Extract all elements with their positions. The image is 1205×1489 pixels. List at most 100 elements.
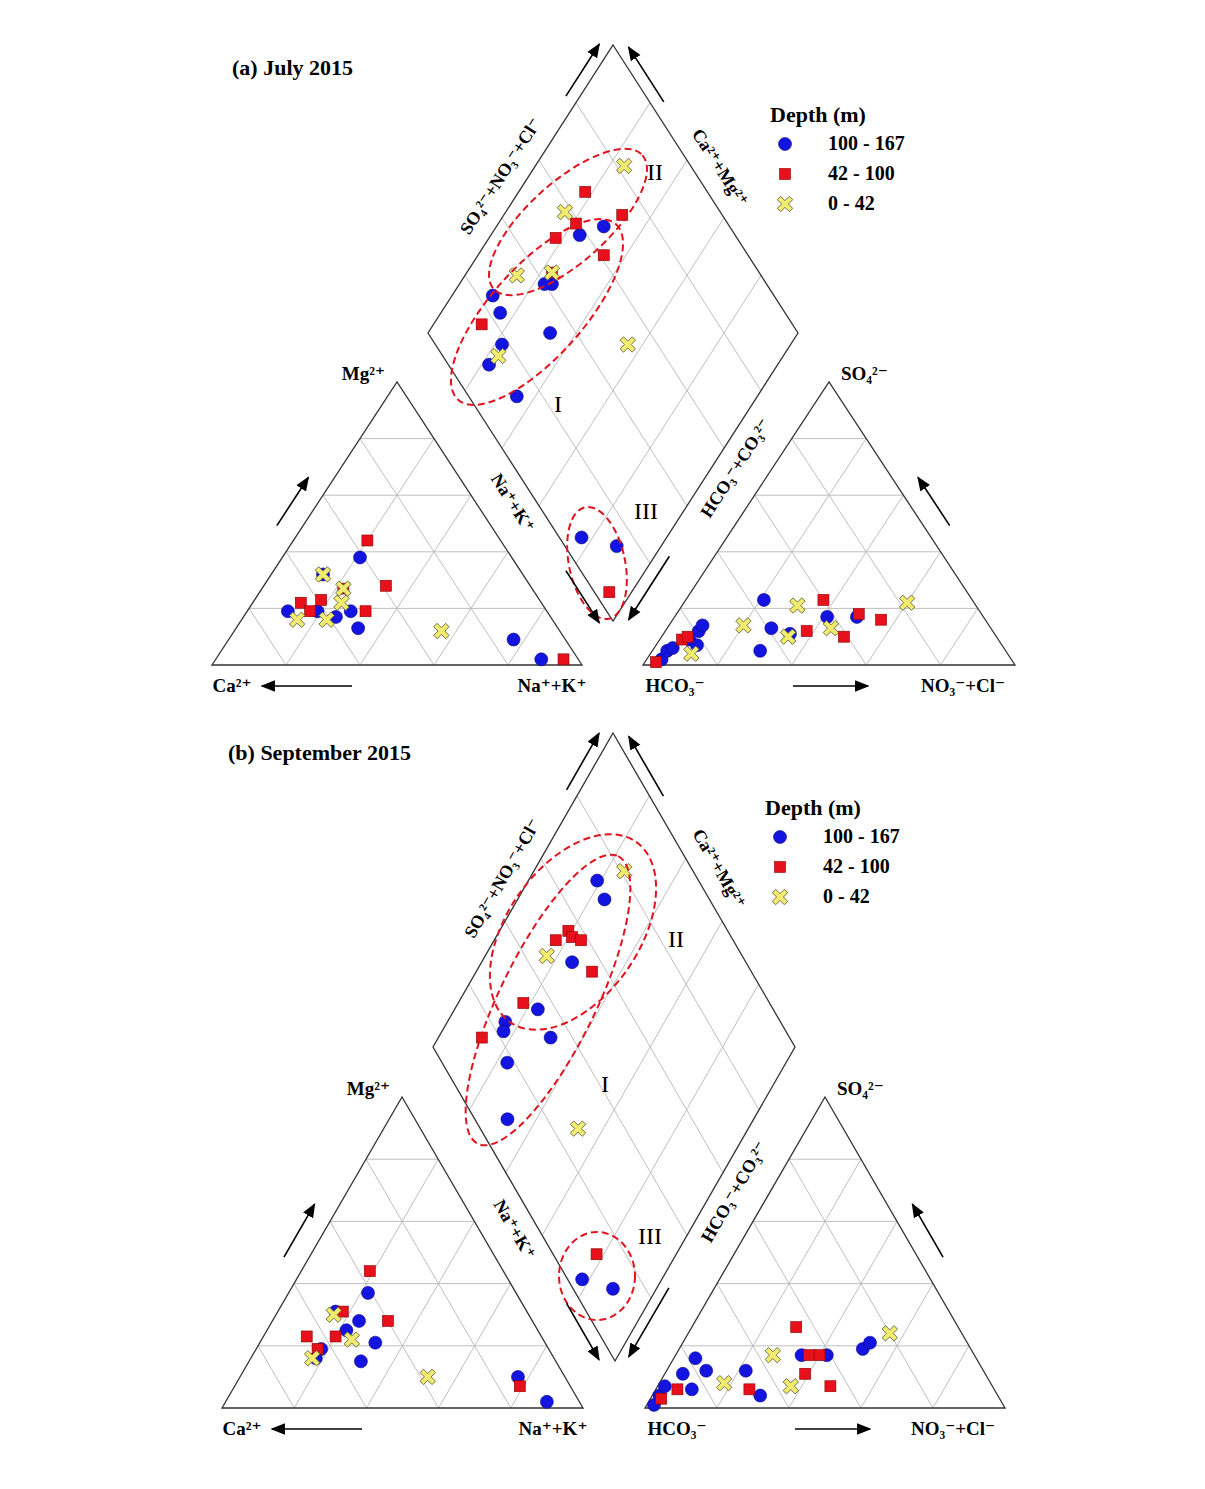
grid-line	[941, 608, 978, 665]
grid-line	[755, 495, 904, 496]
grid-line	[579, 984, 759, 1298]
diamond-point	[575, 531, 588, 544]
grid-line	[861, 1284, 933, 1408]
grid-line	[576, 275, 761, 563]
cation-point	[354, 1355, 367, 1368]
axis-arrow	[629, 736, 664, 796]
diamond-point	[576, 935, 587, 946]
axis-arrow	[918, 477, 950, 525]
cation-point	[558, 654, 569, 665]
anion-point	[685, 1383, 698, 1396]
diamond-point	[497, 1025, 510, 1038]
legend-marker	[768, 885, 792, 909]
grid-line	[286, 552, 360, 665]
legend-label: 0 - 42	[828, 192, 875, 214]
grid-line	[792, 438, 866, 439]
cation-points	[300, 1266, 553, 1409]
anion-points	[651, 591, 920, 668]
cation-point	[429, 619, 453, 643]
plot-frame	[433, 733, 795, 1361]
edge-label: SO₄²⁻+NO₃⁻+Cl⁻	[460, 815, 544, 941]
cation-point	[416, 1365, 440, 1389]
corner-label: Na⁺+K⁺	[518, 675, 587, 696]
diamond-point	[580, 186, 591, 197]
edge-label: HCO₃⁻+CO₃²⁻	[697, 1138, 771, 1246]
anion-point	[689, 1352, 702, 1365]
diamond-point	[566, 1117, 590, 1141]
anion-point	[895, 591, 919, 615]
corner-label: HCO₃⁻	[645, 675, 704, 696]
grid-line	[789, 1159, 861, 1160]
piper-panel: (b) September 2015IIIIIISO₄²⁻+NO₃⁻+Cl⁻Ca…	[222, 733, 1005, 1439]
grid-line	[469, 984, 651, 1298]
legend-marker	[780, 169, 791, 180]
grid-line	[717, 552, 791, 665]
grid-line	[294, 1284, 366, 1408]
grid-line	[789, 1221, 897, 1408]
grid-line	[753, 1221, 861, 1408]
plot-frame	[428, 45, 798, 621]
grid-line	[294, 1283, 511, 1284]
diamond-point	[540, 260, 564, 284]
anion-point	[825, 1381, 836, 1392]
grid	[249, 103, 978, 665]
anion-point	[853, 609, 864, 620]
piper-panel: (a) July 2015IIIIIISO₄²⁻+NO₃⁻+Cl⁻Ca²⁺+Mg…	[212, 44, 1015, 696]
cluster-ellipse	[559, 1232, 635, 1320]
corner-label: Mg²⁺	[347, 1078, 390, 1099]
anion-point	[651, 657, 662, 668]
cation-point	[331, 577, 355, 601]
grid-line	[360, 438, 434, 439]
chart-container: (a) July 2015IIIIIISO₄²⁻+NO₃⁻+Cl⁻Ca²⁺+Mg…	[0, 0, 1205, 1489]
anion-point	[801, 626, 812, 637]
grid-line	[506, 859, 686, 1173]
edge-label: Ca²⁺+Mg²⁺	[688, 125, 752, 210]
diamond-point	[612, 154, 636, 178]
grid-line	[465, 275, 650, 563]
grid-line	[717, 1283, 933, 1284]
grid-line	[439, 1284, 511, 1408]
grid-line	[753, 1221, 897, 1222]
grid-line	[502, 218, 687, 506]
panel-title: (b) September 2015	[228, 740, 411, 765]
cation-point	[362, 1286, 375, 1299]
grid	[258, 796, 969, 1408]
diamond-point	[576, 1273, 589, 1286]
anion-point	[803, 1350, 814, 1361]
anion-point	[761, 1343, 785, 1367]
cluster-ellipse	[558, 501, 636, 624]
legend: Depth (m)100 - 16742 - 1000 - 42	[765, 795, 900, 909]
diamond-point	[571, 218, 582, 229]
diamond-point	[553, 200, 577, 224]
legend-marker	[775, 862, 786, 873]
anion-point	[800, 1368, 811, 1379]
anion-point	[864, 1336, 877, 1349]
cation-point	[354, 551, 367, 564]
cation-point	[380, 580, 391, 591]
diamond-point	[612, 859, 636, 883]
cation-point	[514, 1381, 525, 1392]
diamond-point	[501, 1056, 514, 1069]
grid-line	[249, 608, 286, 665]
corner-label: HCO₃⁻	[647, 1418, 706, 1439]
anion-point	[876, 614, 887, 625]
anion-point	[658, 1380, 671, 1393]
plot-frame	[643, 382, 1015, 665]
cluster-ellipse	[435, 835, 662, 1165]
diamond-point	[476, 319, 487, 330]
diamond-point	[531, 1003, 544, 1016]
diamond-point	[598, 893, 611, 906]
edge-label: SO₄²⁻+NO₃⁻+Cl⁻	[456, 114, 545, 238]
plot-frame	[645, 1097, 1005, 1408]
corner-label: Ca²⁺	[223, 1418, 262, 1439]
diamond-point	[587, 966, 598, 977]
diamond-point	[486, 344, 510, 368]
diamond-point	[591, 874, 604, 887]
grid-line	[366, 1221, 474, 1408]
cation-point	[340, 1328, 364, 1352]
grid-line	[323, 495, 434, 665]
cation-point	[352, 622, 365, 635]
axis-arrow	[567, 1303, 599, 1359]
grid-line	[258, 1346, 294, 1408]
grid-line	[541, 859, 723, 1173]
